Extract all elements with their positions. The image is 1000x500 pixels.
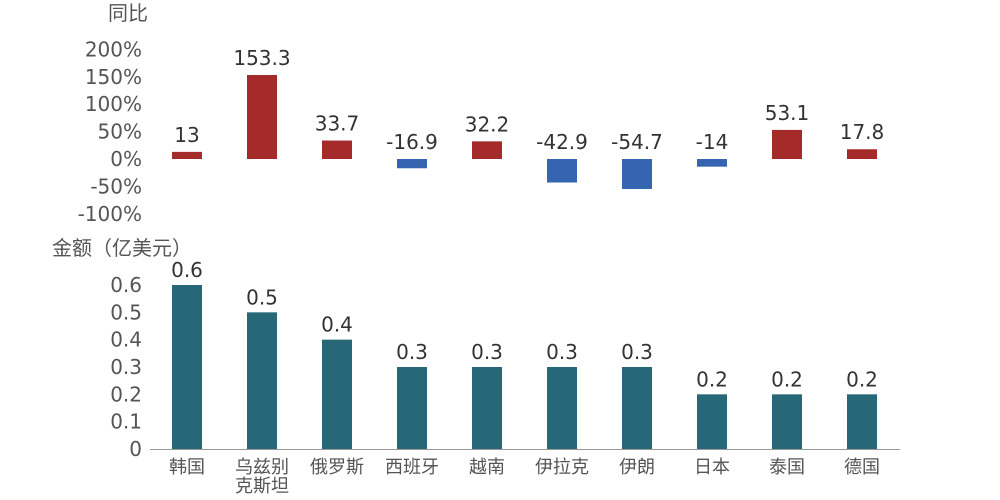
amount-value-labels: 0.6 0.5 0.4 0.3 0.3 0.3 0.3 0.2 0.2 0.2: [171, 258, 878, 391]
amount-category-label: 日本: [694, 457, 730, 478]
amount-value-label: 0.2: [846, 367, 878, 391]
amount-category-label: 伊拉克: [535, 457, 589, 478]
yoy-value-label: 53.1: [765, 101, 810, 125]
amount-bar: [397, 367, 427, 449]
amount-value-label: 0.2: [771, 367, 803, 391]
amount-category-label: 乌兹别: [235, 457, 289, 478]
yoy-bar: [472, 141, 502, 159]
amount-bar: [247, 312, 277, 449]
yoy-y-axis-ticks: 200% 150% 100% 50% 0% -50% -100%: [78, 37, 142, 225]
amount-chart: 金额（亿美元） 0.6 0.5 0.4 0.3 0.2 0.1 0 0.6 0.5 0.4 0.3…: [52, 236, 900, 497]
amount-value-label: 0.3: [471, 340, 503, 364]
yoy-value-label: 17.8: [840, 120, 885, 144]
amount-category-label: 伊朗: [619, 457, 655, 478]
yoy-bar: [397, 159, 427, 169]
amount-y-axis-ticks: 0.6 0.5 0.4 0.3 0.2 0.1 0: [110, 273, 142, 461]
yoy-value-label: 33.7: [315, 112, 360, 136]
amount-y-tick-label: 0.2: [110, 382, 142, 406]
yoy-value-label: 13: [174, 123, 199, 147]
amount-category-label: 韩国: [169, 457, 205, 478]
amount-bar: [322, 339, 352, 449]
yoy-value-labels: 13 153.3 33.7 -16.9 32.2 -42.9 -54.7 -14 53.1 17.…: [174, 46, 884, 154]
yoy-bar: [322, 140, 352, 159]
yoy-value-label: -14: [696, 130, 729, 154]
yoy-value-label: -42.9: [536, 130, 588, 154]
yoy-bar: [622, 159, 652, 189]
amount-y-tick-label: 0: [129, 437, 142, 461]
amount-y-tick-label: 0.4: [110, 328, 142, 352]
yoy-value-label: -54.7: [611, 130, 663, 154]
yoy-bar: [247, 74, 277, 159]
yoy-value-label: 32.2: [465, 112, 510, 136]
yoy-bar: [847, 149, 877, 159]
yoy-growth-chart: 同比 200% 150% 100% 50% 0% -50% -100% 13 153.3 33.…: [78, 1, 885, 226]
yoy-value-label: 153.3: [233, 46, 290, 70]
yoy-y-tick-label: 0%: [110, 147, 142, 171]
yoy-y-tick-label: -100%: [78, 202, 142, 226]
amount-value-label: 0.2: [696, 367, 728, 391]
amount-y-tick-label: 0.6: [110, 273, 142, 297]
yoy-y-tick-label: 150%: [85, 65, 142, 89]
amount-value-label: 0.3: [546, 340, 578, 364]
amount-value-label: 0.3: [396, 340, 428, 364]
yoy-bar: [172, 151, 202, 159]
amount-bar: [172, 285, 202, 449]
yoy-bar: [697, 159, 727, 167]
yoy-y-tick-label: 100%: [85, 92, 142, 116]
amount-chart-title: 金额（亿美元）: [52, 236, 192, 260]
amount-y-tick-label: 0.1: [110, 410, 142, 434]
amount-category-label: 越南: [469, 457, 505, 478]
yoy-y-tick-label: 50%: [98, 120, 142, 144]
amount-value-label: 0.3: [621, 340, 653, 364]
amount-bar: [622, 367, 652, 449]
yoy-bar: [547, 159, 577, 183]
amount-y-tick-label: 0.3: [110, 355, 142, 379]
amount-bar: [472, 367, 502, 449]
yoy-bar: [772, 129, 802, 159]
amount-bar: [547, 367, 577, 449]
amount-y-tick-label: 0.5: [110, 300, 142, 324]
amount-bars: [172, 285, 877, 449]
amount-bar: [847, 394, 877, 449]
amount-value-label: 0.6: [171, 258, 203, 282]
amount-value-label: 0.4: [321, 313, 353, 337]
amount-category-label: 泰国: [769, 457, 805, 478]
yoy-value-label: -16.9: [386, 130, 438, 154]
amount-category-label: 克斯坦: [235, 476, 289, 497]
amount-bar: [772, 394, 802, 449]
yoy-y-tick-label: -50%: [90, 174, 142, 198]
amount-bar: [697, 394, 727, 449]
amount-category-label: 俄罗斯: [310, 457, 364, 478]
amount-value-label: 0.5: [246, 285, 278, 309]
amount-category-label: 德国: [844, 457, 880, 478]
yoy-y-tick-label: 200%: [85, 37, 142, 61]
yoy-bars: [172, 74, 877, 189]
amount-category-label: 西班牙: [385, 457, 439, 478]
yoy-chart-title: 同比: [108, 1, 148, 25]
